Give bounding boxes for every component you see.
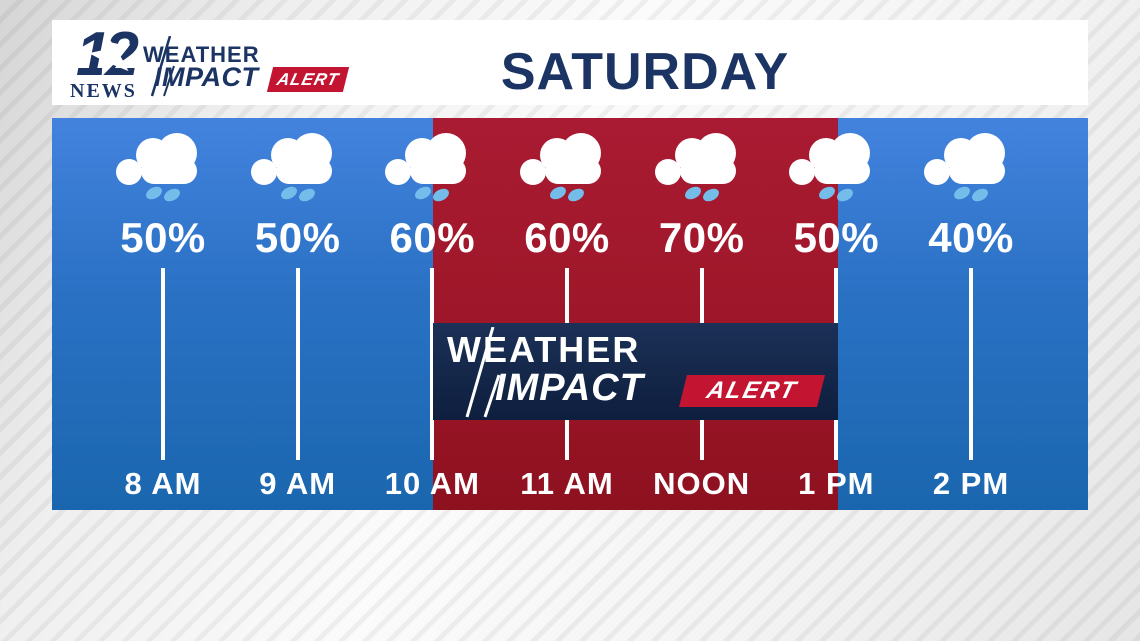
rain-cloud-icon (789, 133, 871, 202)
forecast-column: 70% NOON (632, 118, 772, 510)
rain-cloud-icon (116, 133, 197, 202)
time-label: 10 AM (384, 466, 480, 501)
impact-highlight-band (433, 118, 838, 510)
precip-percent: 40% (928, 214, 1014, 261)
banner-weather-text: WEATHER (447, 329, 641, 370)
forecast-column: 40% 2 PM (901, 118, 1041, 510)
precip-percent: 50% (120, 214, 206, 261)
time-label: 9 AM (259, 466, 337, 501)
forecast-panel: 50% 8 AM 50% 9 AM (52, 118, 1088, 510)
time-label: 11 AM (520, 466, 614, 501)
lightning-bolt-icon (150, 36, 175, 97)
precip-percent: 60% (524, 214, 610, 261)
column-tick-line (161, 268, 165, 460)
logo-station-name: NEWS (70, 80, 137, 102)
time-label: 1 PM (798, 466, 875, 501)
header-bar: 12 NEWS WEATHER IMPACT ALERT SATURDAY (52, 20, 1088, 105)
star-icon (88, 34, 131, 77)
rain-cloud-icon (385, 133, 467, 202)
rain-cloud-icon (520, 133, 601, 202)
column-tick-line (969, 268, 974, 460)
forecast-column: 60% 11 AM (497, 118, 637, 510)
forecast-column: 60% 10 AM (362, 118, 502, 510)
page-title: SATURDAY (500, 43, 790, 101)
logo-alert-badge: ALERT (266, 67, 350, 92)
forecast-column: 50% 1 PM (766, 118, 906, 510)
rain-cloud-icon (250, 133, 332, 202)
forecast-column: 50% 9 AM (228, 118, 368, 510)
impact-banner: WEATHER IMPACT ALERT (433, 323, 838, 420)
column-tick-line (295, 268, 300, 460)
time-label: 8 AM (124, 466, 202, 501)
rain-cloud-icon (654, 133, 736, 202)
precip-percent: 70% (658, 214, 745, 261)
station-logo: 12 NEWS WEATHER IMPACT ALERT (52, 20, 412, 105)
banner-alert-badge: ALERT (679, 375, 825, 407)
logo-alert-label: ALERT (275, 69, 342, 89)
column-tick-line (430, 268, 435, 460)
forecast-column: 50% 8 AM (93, 118, 233, 510)
banner-alert-label: ALERT (703, 377, 801, 404)
rain-cloud-icon (924, 133, 1006, 202)
time-label: 2 PM (932, 466, 1010, 501)
precip-percent: 60% (389, 214, 476, 261)
banner-impact-text: IMPACT (495, 367, 644, 409)
time-label: NOON (653, 466, 751, 501)
precip-percent: 50% (793, 214, 880, 261)
precip-percent: 50% (254, 214, 341, 261)
banner-lightning-icon (465, 327, 501, 418)
